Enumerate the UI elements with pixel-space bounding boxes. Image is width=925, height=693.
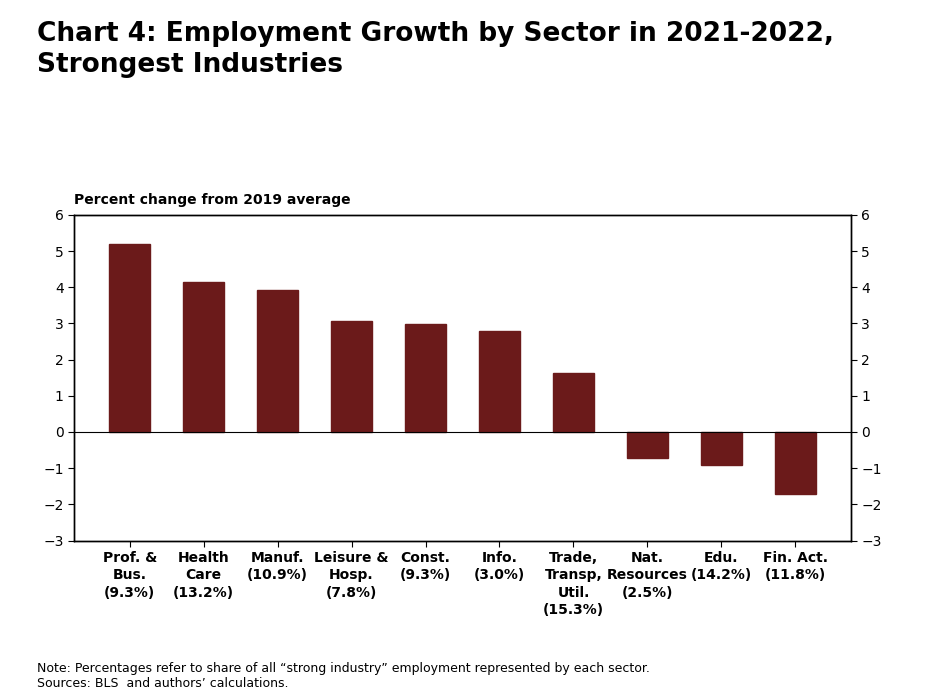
- Bar: [331, 322, 372, 432]
- Text: Chart 4: Employment Growth by Sector in 2021-2022,
Strongest Industries: Chart 4: Employment Growth by Sector in …: [37, 21, 834, 78]
- Bar: [479, 331, 520, 432]
- Bar: [553, 374, 594, 432]
- Bar: [701, 432, 742, 465]
- Bar: [109, 244, 150, 432]
- Bar: [183, 282, 224, 432]
- Text: Percent change from 2019 average: Percent change from 2019 average: [74, 193, 351, 207]
- Bar: [257, 290, 298, 432]
- Bar: [627, 432, 668, 458]
- Bar: [405, 324, 446, 432]
- Bar: [775, 432, 816, 494]
- Text: Note: Percentages refer to share of all “strong industry” employment represented: Note: Percentages refer to share of all …: [37, 662, 650, 690]
